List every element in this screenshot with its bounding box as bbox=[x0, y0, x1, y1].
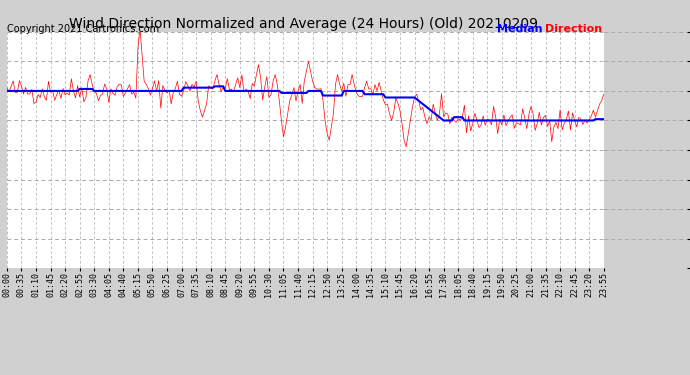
Text: Copyright 2021 Cartronics.com: Copyright 2021 Cartronics.com bbox=[7, 24, 159, 34]
Text: Wind Direction Normalized and Average (24 Hours) (Old) 20210209: Wind Direction Normalized and Average (2… bbox=[69, 17, 538, 31]
Text: Direction: Direction bbox=[545, 24, 602, 34]
Text: Median: Median bbox=[497, 24, 542, 34]
